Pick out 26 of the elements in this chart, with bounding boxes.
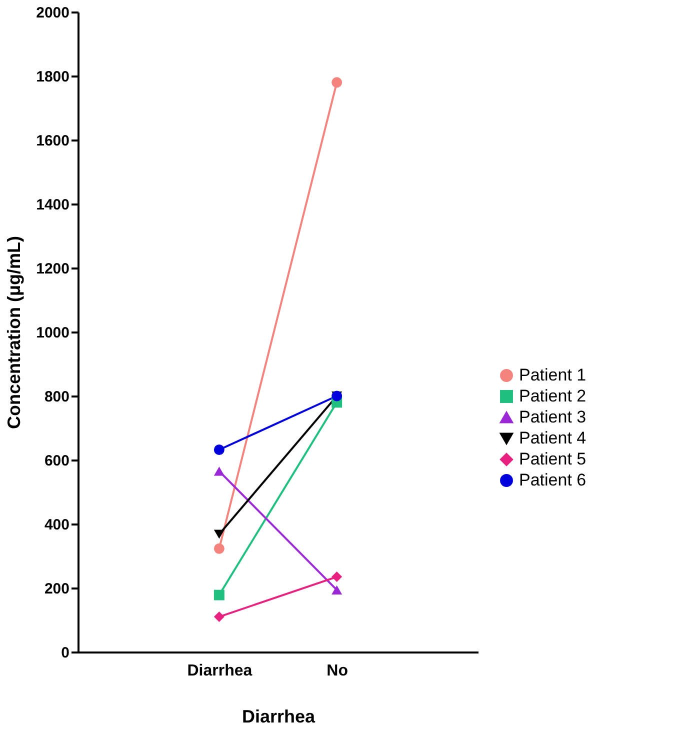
point (332, 572, 342, 582)
legend-label: Patient 5 (519, 450, 586, 468)
point (214, 612, 224, 622)
y-tick-label: 0 (61, 644, 70, 662)
y-axis-title: Concentration (μg/mL) (4, 236, 24, 429)
legend-label: Patient 1 (519, 366, 586, 384)
y-tick-label: 1000 (36, 324, 70, 342)
y-tick-label: 2000 (36, 4, 70, 22)
y-tick-label: 1600 (36, 132, 70, 150)
legend-label: Patient 3 (519, 408, 586, 426)
x-axis-title: Diarrhea (242, 706, 316, 726)
point (332, 77, 342, 88)
y-tick-label: 1800 (36, 68, 70, 86)
point (214, 444, 224, 455)
legend-label: Patient 6 (519, 470, 586, 490)
y-tick-label: 200 (44, 580, 70, 598)
y-tick-label: 1400 (36, 196, 70, 214)
y-tick-label: 400 (44, 516, 70, 534)
y-tick-label: 800 (44, 388, 70, 406)
y-tick-label: 600 (44, 452, 70, 470)
legend-label: Patient 4 (519, 428, 586, 448)
y-tick-label: 1200 (36, 260, 70, 278)
legend-label: Patient 2 (519, 386, 586, 406)
x-tick-label: No (326, 662, 348, 680)
point (214, 543, 224, 554)
point (214, 590, 224, 600)
